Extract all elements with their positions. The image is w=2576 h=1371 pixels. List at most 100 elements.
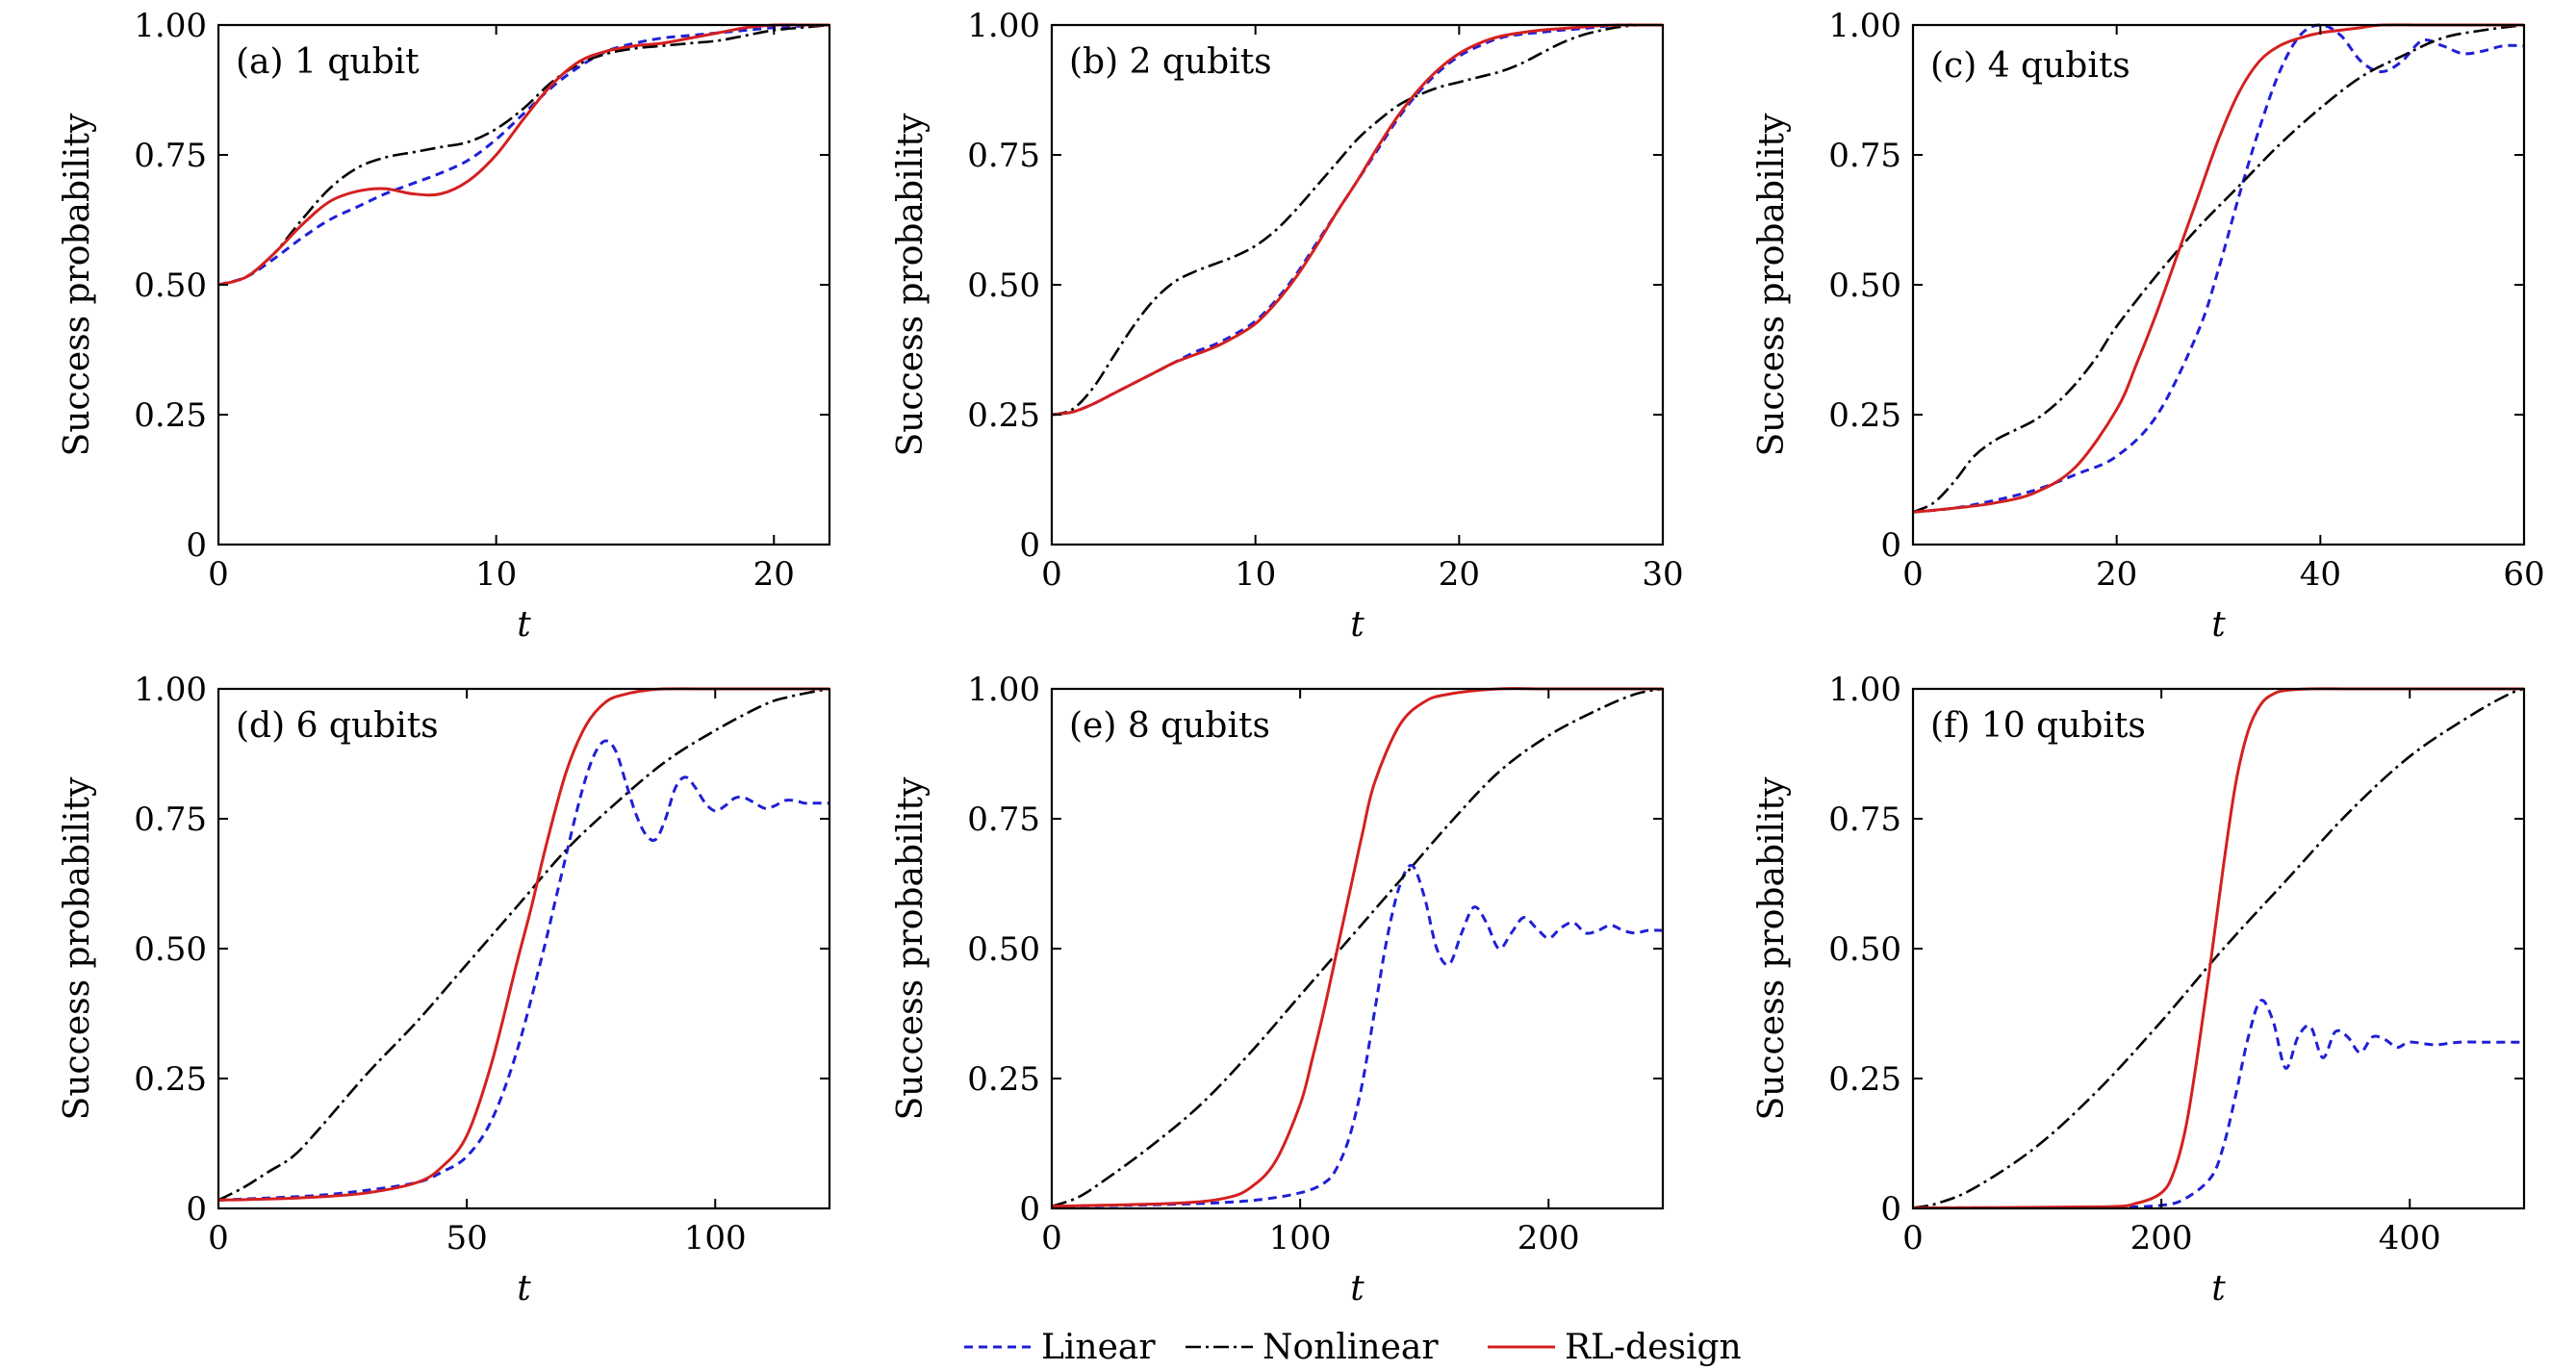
y-tick-label: 0.75 [1828, 137, 1901, 175]
panel-title: (c) 4 qubits [1930, 46, 2130, 86]
y-tick-label: 0 [1019, 526, 1040, 565]
series-line-rl-design [1052, 687, 1663, 1208]
panel-title: (b) 2 qubits [1069, 42, 1272, 82]
axes-frame [217, 687, 831, 1210]
series-line-linear [1913, 999, 2524, 1208]
series-line-linear [1913, 23, 2524, 514]
y-axis-label: Success probability [1752, 113, 1792, 456]
x-axis-label: t [2211, 1269, 2226, 1308]
y-tick-label: 0.50 [967, 930, 1040, 969]
panel-title: (a) 1 qubit [236, 42, 420, 82]
y-axis-label: Success probability [891, 776, 931, 1120]
x-axis-label: t [1350, 1269, 1365, 1308]
x-tick-label: 20 [2096, 555, 2137, 594]
y-tick-label: 0.25 [1828, 1060, 1901, 1099]
series-line-nonlinear [218, 23, 829, 287]
y-tick-label: 0 [186, 1190, 207, 1229]
x-tick-label: 10 [1235, 555, 1276, 594]
x-axis-label: t [1350, 605, 1365, 645]
y-tick-label: 1.00 [134, 671, 207, 709]
series-line-nonlinear [218, 687, 829, 1202]
x-axis-label: t [2211, 605, 2226, 645]
y-tick-label: 0.25 [1828, 396, 1901, 435]
plot-area [1913, 687, 2524, 1208]
panel-1: 0 10 20 0 0.25 0.50 0.75 1.00 t Success probabili… [58, 7, 831, 645]
y-axis-label: Success probability [891, 113, 931, 456]
plot-area [1052, 687, 1663, 1208]
y-tick-label: 0 [1880, 526, 1901, 565]
legend-label-nonlinear: Nonlinear [1262, 1328, 1439, 1367]
legend-label-linear: Linear [1041, 1328, 1156, 1367]
x-tick-label: 50 [446, 1219, 487, 1257]
series-line-nonlinear [1052, 23, 1663, 417]
x-tick-label: 30 [1642, 555, 1683, 594]
y-tick-label: 1.00 [134, 7, 207, 45]
y-tick-label: 1.00 [1828, 671, 1901, 709]
x-tick-label: 400 [2379, 1219, 2441, 1257]
panel-title: (d) 6 qubits [236, 706, 439, 746]
panel-title: (f) 10 qubits [1930, 706, 2146, 746]
legend: Linear Nonlinear RL-design [964, 1328, 1742, 1367]
x-axis-label: t [517, 1269, 531, 1308]
series-line-rl-design [1052, 23, 1663, 417]
series-line-linear [218, 739, 829, 1202]
panel-3: 0 20 40 60 0 0.25 0.50 0.75 1.00 t Success probabi… [1752, 7, 2545, 645]
x-tick-label: 0 [208, 555, 229, 594]
plot-area [1913, 23, 2524, 514]
x-tick-label: 100 [1269, 1219, 1332, 1257]
panel-4: 0 50 100 0 0.25 0.50 0.75 1.00 t Success probabil… [58, 671, 831, 1308]
series-line-rl-design [1913, 23, 2524, 514]
y-tick-label: 0.25 [967, 1060, 1040, 1099]
x-tick-label: 200 [2130, 1219, 2193, 1257]
x-tick-label: 10 [475, 555, 517, 594]
y-tick-label: 0.50 [1828, 930, 1901, 969]
y-axis-label: Success probability [1752, 776, 1792, 1120]
x-axis-label: t [517, 605, 531, 645]
y-tick-label: 0.75 [134, 137, 207, 175]
axes-frame [1911, 23, 2526, 546]
series-line-linear [1052, 863, 1663, 1208]
series-line-nonlinear [1052, 687, 1663, 1208]
y-tick-label: 1.00 [1828, 7, 1901, 45]
y-tick-label: 0 [1880, 1190, 1901, 1229]
y-axis-label: Success probability [58, 776, 97, 1120]
x-tick-label: 0 [1041, 1219, 1062, 1257]
axes-frame [217, 23, 831, 546]
x-tick-label: 0 [1902, 555, 1924, 594]
y-tick-label: 0 [1019, 1190, 1040, 1229]
y-tick-label: 0.50 [1828, 267, 1901, 305]
y-tick-label: 0.50 [967, 267, 1040, 305]
y-tick-label: 1.00 [967, 671, 1040, 709]
series-line-rl-design [218, 687, 829, 1202]
y-tick-label: 0.75 [967, 137, 1040, 175]
series-line-nonlinear [1913, 23, 2524, 514]
y-tick-label: 0.50 [134, 930, 207, 969]
y-tick-label: 1.00 [967, 7, 1040, 45]
axes-frame [1050, 23, 1665, 546]
plot-area [1052, 23, 1663, 417]
x-tick-label: 0 [1041, 555, 1062, 594]
x-tick-label: 0 [208, 1219, 229, 1257]
x-tick-label: 20 [753, 555, 795, 594]
x-tick-label: 0 [1902, 1219, 1924, 1257]
panel-title: (e) 8 qubits [1069, 706, 1270, 746]
legend-label-rl-design: RL-design [1565, 1328, 1742, 1367]
axes-frame [1050, 687, 1665, 1210]
x-tick-label: 60 [2503, 555, 2544, 594]
y-tick-label: 0.50 [134, 267, 207, 305]
panel-2: 0 10 20 30 0 0.25 0.50 0.75 1.00 t Success probabi… [891, 7, 1684, 645]
axes-frame [1911, 687, 2526, 1210]
panel-6: 0 200 400 0 0.25 0.50 0.75 1.00 t Success probabi… [1752, 671, 2526, 1308]
y-tick-label: 0.25 [134, 1060, 207, 1099]
x-tick-label: 100 [684, 1219, 747, 1257]
panel-5: 0 100 200 0 0.25 0.50 0.75 1.00 t Success probabi… [891, 671, 1665, 1308]
plot-area [218, 687, 829, 1202]
y-tick-label: 0.75 [134, 800, 207, 839]
y-tick-label: 0.25 [967, 396, 1040, 435]
series-line-rl-design [218, 23, 829, 287]
series-line-rl-design [1913, 687, 2524, 1208]
x-tick-label: 20 [1439, 555, 1480, 594]
y-tick-label: 0 [186, 526, 207, 565]
